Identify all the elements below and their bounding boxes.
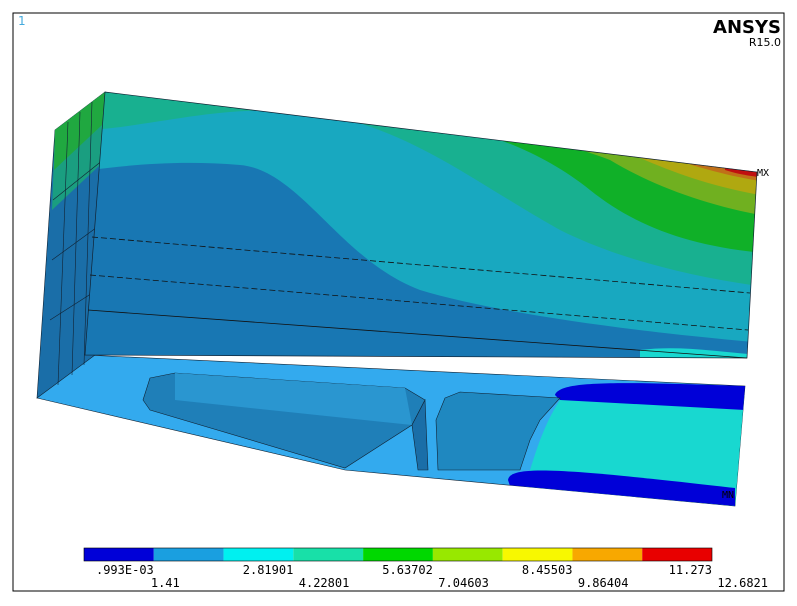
legend-swatch <box>432 548 503 561</box>
legend-label: 7.04603 <box>438 576 489 590</box>
legend-swatch <box>84 548 154 561</box>
contour-band <box>555 383 745 410</box>
max-marker: MX <box>757 168 769 179</box>
contour-band <box>508 470 735 506</box>
cutout <box>435 391 561 471</box>
legend-label: 8.45503 <box>522 563 573 577</box>
legend-label: .993E-03 <box>96 563 154 577</box>
contour-legend: .993E-031.41 2.81901 4.22801 5.63702 7.04603… <box>83 547 768 590</box>
legend-label: 12.6821 <box>717 576 768 590</box>
rib <box>411 398 429 471</box>
legend-swatch <box>502 548 573 561</box>
legend-label: 2.81901 <box>243 563 294 577</box>
cutout-face <box>175 373 412 425</box>
legend-swatch <box>363 548 433 561</box>
legend-swatch <box>293 548 364 561</box>
legend-label: 5.63702 <box>382 563 433 577</box>
legend-swatch <box>153 548 224 561</box>
legend-swatch <box>642 548 712 561</box>
min-marker: MN <box>722 490 734 501</box>
legend-label: 11.273 <box>669 563 712 577</box>
legend-swatch <box>223 548 294 561</box>
legend-swatch <box>572 548 643 561</box>
legend-border <box>83 547 713 562</box>
legend-label: 9.86404 <box>578 576 629 590</box>
logo-title: ANSYS <box>713 17 781 38</box>
legend-label: 1.41 <box>151 576 180 590</box>
window-number: 1 <box>18 14 26 28</box>
logo-version: R15.0 <box>749 36 781 49</box>
legend-label: 4.22801 <box>299 576 350 590</box>
